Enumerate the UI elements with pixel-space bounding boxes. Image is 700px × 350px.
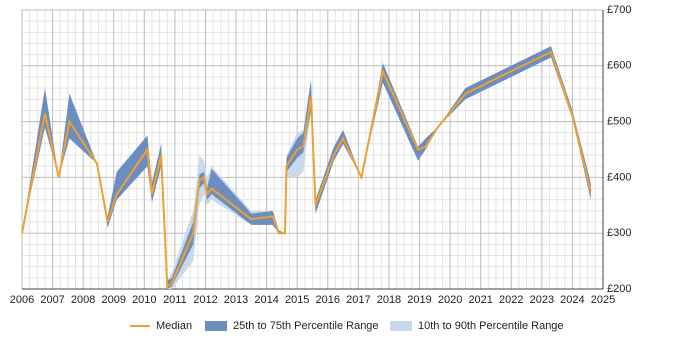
x-tick-label: 2021 — [468, 294, 492, 306]
legend-label: Median — [156, 320, 192, 332]
x-tick-label: 2014 — [254, 294, 278, 306]
x-tick-label: 2010 — [132, 294, 156, 306]
x-tick-label: 2015 — [285, 294, 309, 306]
x-tick-label: 2008 — [71, 294, 95, 306]
legend-label: 25th to 75th Percentile Range — [233, 320, 379, 332]
x-tick-label: 2024 — [560, 294, 584, 306]
legend-label: 10th to 90th Percentile Range — [418, 320, 564, 332]
median-line — [21, 50, 592, 288]
x-tick-label: 2019 — [407, 294, 431, 306]
x-tick-label: 2018 — [377, 294, 401, 306]
y-tick-label: £300 — [607, 227, 631, 239]
x-tick-label: 2023 — [530, 294, 554, 306]
y-tick-label: £600 — [607, 60, 631, 72]
x-tick-label: 2016 — [316, 294, 340, 306]
x-tick-label: 2009 — [101, 294, 125, 306]
x-tick-label: 2013 — [224, 294, 248, 306]
x-tick-label: 2006 — [10, 294, 34, 306]
y-tick-label: £200 — [607, 283, 631, 295]
x-tick-label: 2017 — [346, 294, 370, 306]
legend-swatch — [390, 321, 412, 331]
x-tick-label: 2012 — [193, 294, 217, 306]
x-tick-label: 2025 — [591, 294, 615, 306]
y-tick-label: £700 — [607, 4, 631, 16]
y-tick-label: £400 — [607, 171, 631, 183]
x-tick-label: 2007 — [40, 294, 64, 306]
x-tick-label: 2020 — [438, 294, 462, 306]
x-tick-label: 2011 — [163, 294, 187, 306]
legend-swatch — [205, 321, 227, 331]
x-tick-label: 2022 — [499, 294, 523, 306]
y-tick-label: £500 — [607, 116, 631, 128]
